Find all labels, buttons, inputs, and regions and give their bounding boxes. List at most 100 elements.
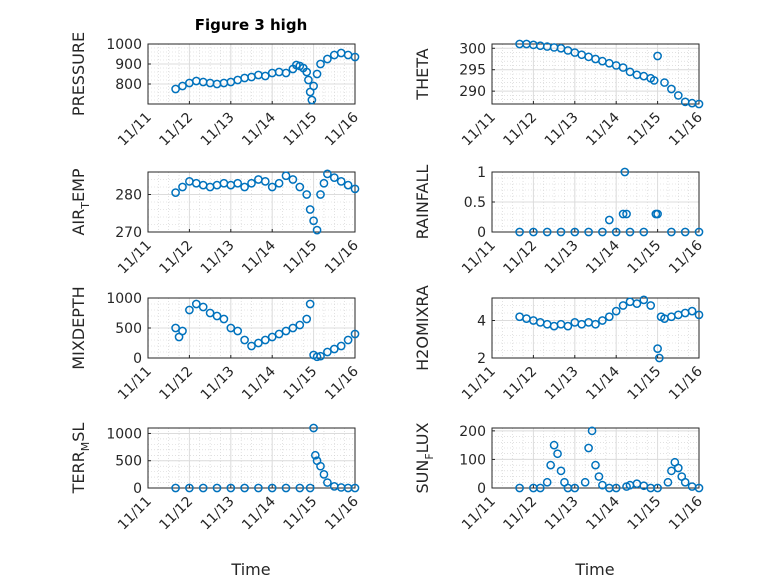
data-point (267, 483, 277, 493)
data-point (587, 426, 597, 436)
data-point (302, 314, 312, 324)
data-point (580, 477, 590, 487)
x-tick-label: 11/14 (239, 109, 279, 149)
data-point (632, 299, 642, 308)
data-point (226, 323, 236, 333)
data-point (295, 182, 305, 192)
y-tick-label: 0 (133, 351, 142, 367)
data-point (625, 227, 635, 237)
x-tick-label: 11/14 (239, 237, 279, 277)
data-point (618, 209, 628, 219)
data-point (598, 227, 607, 237)
y-tick-label: 500 (115, 321, 142, 337)
y-tick-label: 1 (477, 165, 486, 181)
axes-box (147, 171, 356, 233)
data-point (591, 460, 600, 470)
data-point (622, 209, 631, 219)
subplot-5: 0 500 1000 11/11 11/12 11/13 11/14 11/15 11/16 MI… (69, 286, 362, 403)
y-axis-label: TERRMSL (69, 423, 92, 495)
y-tick-label: 900 (115, 57, 142, 73)
data-point (310, 450, 320, 460)
data-point (309, 216, 318, 226)
data-point (653, 51, 662, 61)
y-axis-label: THETA (413, 48, 432, 100)
subplot-3: 270 280 11/11 11/12 11/13 11/14 11/15 11/16 AIRT… (69, 168, 362, 277)
y-tick-label: 800 (115, 77, 142, 93)
data-point (307, 95, 317, 105)
y-axis-label: AIRTEMP (69, 168, 92, 235)
x-tick-label: 11/16 (322, 109, 362, 149)
y-tick-label: 1000 (106, 37, 142, 53)
data-point (556, 227, 566, 237)
y-tick-label: 1000 (106, 291, 142, 307)
data-point (653, 209, 662, 219)
x-tick-label: 11/13 (542, 494, 582, 534)
y-tick-label: 270 (115, 225, 142, 241)
data-point (267, 332, 277, 342)
data-point (620, 167, 630, 177)
data-point (639, 295, 649, 305)
data-point (654, 353, 664, 363)
data-point (312, 69, 322, 79)
x-tick-label: 11/11 (115, 494, 155, 534)
x-tick-label: 11/13 (542, 238, 582, 278)
x-tick-label: 11/11 (115, 110, 155, 150)
x-tick-label: 11/14 (583, 363, 623, 403)
data-point (598, 316, 607, 325)
data-point (274, 178, 284, 188)
data-point (604, 215, 614, 225)
x-tick-label: 11/15 (625, 364, 665, 404)
data-point (673, 463, 683, 473)
data-point (336, 341, 346, 351)
x-tick-label: 11/16 (322, 237, 362, 277)
axes-box (147, 427, 356, 489)
data-point (570, 483, 580, 493)
data-point (212, 311, 222, 321)
data-point (281, 483, 291, 493)
data-point (563, 321, 573, 331)
x-axis-label-right: Time (574, 560, 614, 579)
data-point (584, 443, 593, 453)
axes-box (147, 43, 356, 105)
x-tick-label: 11/15 (281, 238, 321, 278)
data-point (171, 84, 180, 94)
data-point (323, 169, 332, 179)
x-tick-label: 11/12 (156, 110, 196, 150)
data-point (646, 301, 656, 310)
x-tick-label: 11/11 (115, 238, 155, 278)
x-tick-label: 11/11 (459, 110, 499, 150)
data-point (295, 483, 305, 493)
data-point (304, 75, 313, 85)
data-point (254, 338, 263, 348)
data-point (680, 227, 690, 237)
y-tick-label: 0 (133, 481, 142, 497)
data-point (240, 182, 249, 192)
data-point (319, 470, 329, 479)
x-tick-label: 11/13 (198, 364, 238, 404)
data-point (260, 177, 270, 186)
data-point (323, 347, 332, 357)
subplot-7: 0 500 1000 11/11 11/12 11/13 11/14 11/15 11/16 TE… (69, 423, 362, 534)
data-point (329, 344, 339, 354)
x-tick-label: 11/11 (459, 494, 499, 534)
data-point (305, 299, 315, 309)
data-point (316, 59, 325, 69)
data-point (309, 81, 318, 91)
x-tick-label: 11/15 (281, 364, 321, 404)
y-tick-label: 290 (459, 84, 486, 100)
data-point (171, 323, 180, 333)
data-point (343, 335, 353, 345)
x-tick-label: 11/16 (666, 363, 706, 403)
figure-title: Figure 3 high (195, 16, 308, 34)
x-tick-label: 11/13 (542, 110, 582, 150)
data-point (233, 178, 243, 188)
x-tick-label: 11/14 (583, 493, 623, 533)
data-point (604, 312, 614, 322)
data-point (680, 477, 690, 487)
y-axis-label: RAINFALL (413, 165, 432, 240)
x-tick-label: 11/15 (281, 110, 321, 150)
data-point (226, 483, 236, 493)
x-tick-label: 11/14 (239, 363, 279, 403)
data-point (288, 323, 298, 333)
